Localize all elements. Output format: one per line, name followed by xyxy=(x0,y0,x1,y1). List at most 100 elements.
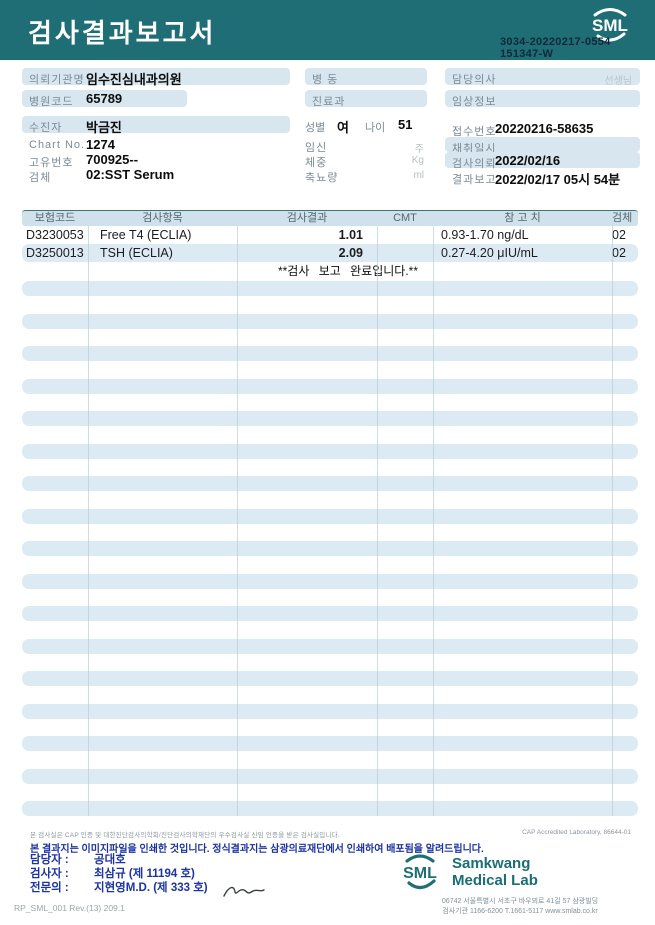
header-reference-range: 참 고 치 xyxy=(504,212,541,224)
field-urine: 축뇨량 ml xyxy=(305,166,427,184)
empty-row xyxy=(22,703,638,719)
lab-logo-row: SML Samkwang Medical Lab xyxy=(392,850,648,894)
empty-table-rows xyxy=(22,281,638,834)
empty-row xyxy=(22,346,638,361)
field-specimen: 검체 02:SST Serum xyxy=(22,166,290,184)
field-background xyxy=(22,68,290,85)
table-row: D3250013 TSH (ECLIA) 2.09 0.27-4.20 μIU/… xyxy=(22,244,638,262)
empty-row xyxy=(22,281,638,296)
empty-row xyxy=(22,736,638,751)
ordering-org-label: 의뢰기관명 xyxy=(29,74,85,86)
empty-row xyxy=(22,476,638,491)
row-code: D3230053 xyxy=(26,228,84,242)
lab-name: Samkwang Medical Lab xyxy=(452,855,538,889)
pregnancy-label: 임신 xyxy=(305,142,328,154)
manager-label: 담당자 : xyxy=(30,854,69,866)
doctor-placeholder: 선생님 xyxy=(604,76,632,87)
column-divider xyxy=(237,226,238,816)
row-code: D3250013 xyxy=(26,246,84,260)
field-hospital-code: 병원코드 65789 xyxy=(22,90,290,108)
serial-line-1: 3034-20220217-0554 xyxy=(500,36,611,48)
empty-row xyxy=(22,573,638,589)
reported-date-label: 결과보고 xyxy=(452,174,497,186)
empty-row xyxy=(22,443,638,459)
empty-row xyxy=(22,671,638,686)
row-result: 2.09 xyxy=(338,246,363,260)
ordering-org-value: 임수진심내과의원 xyxy=(86,72,182,87)
receipt-no-label: 접수번호 xyxy=(452,126,497,138)
field-requested-date: 검사의뢰 2022/02/16 xyxy=(445,152,640,170)
header-insurance-code: 보험코드 xyxy=(34,212,76,224)
department-label: 진료과 xyxy=(312,96,346,108)
sex-label: 성별 xyxy=(305,122,326,134)
examiner-label: 검사자 : xyxy=(30,868,69,880)
specialist-label: 전문의 : xyxy=(30,882,69,894)
weight-unit: Kg xyxy=(411,155,424,166)
header-test-result: 검사결과 xyxy=(286,212,328,224)
field-chart-no: Chart No. 1274 xyxy=(22,136,290,153)
field-collected-at: 채취일시 xyxy=(445,137,640,155)
staff-row-examiner: 검사자 : 최삼규 (제 11194 호) xyxy=(30,867,266,881)
pregnancy-unit: 주 xyxy=(414,144,424,155)
reported-date-value: 2022/02/17 05시 54분 xyxy=(495,172,621,187)
staff-row-manager: 담당자 : 공대호 xyxy=(30,853,266,867)
results-table-header: 보험코드 검사항목 검사결과 CMT 참 고 치 검체 xyxy=(22,210,638,226)
specialist-name: 지현영M.D. (제 333 호) xyxy=(94,882,208,894)
empty-row xyxy=(22,378,638,394)
column-divider xyxy=(88,226,89,816)
requested-date-value: 2022/02/16 xyxy=(495,153,561,168)
lab-name-line1: Samkwang xyxy=(452,855,531,872)
field-receipt-no: 접수번호 20220216-58635 xyxy=(445,120,640,138)
row-test-name: TSH (ECLIA) xyxy=(100,246,173,260)
field-reported-date: 결과보고 2022/02/17 05시 54분 xyxy=(445,168,640,187)
accreditation-text: 본 검사실은 CAP 인증 및 대한진단검사의학회/진단검사의학재단의 우수검사… xyxy=(30,832,340,839)
sml-logo-icon: SML xyxy=(581,3,639,50)
specimen-value: 02:SST Serum xyxy=(86,167,175,182)
info-left-column: 의뢰기관명 임수진심내과의원 병원코드 65789 수진자 박금진 Chart … xyxy=(22,68,290,188)
empty-row xyxy=(22,508,638,524)
header-cmt: CMT xyxy=(393,212,417,224)
row-reference: 0.27-4.20 μIU/mL xyxy=(441,246,538,260)
row-test-name: Free T4 (ECLIA) xyxy=(100,228,192,242)
clinical-info-label: 임상정보 xyxy=(452,96,497,108)
field-doctor: 담당의사 선생님 xyxy=(445,68,640,87)
field-ordering-org: 의뢰기관명 임수진심내과의원 xyxy=(22,68,290,87)
signature-icon xyxy=(222,886,265,897)
empty-row xyxy=(22,411,638,426)
lab-address: 06742 서울특별시 서초구 바우뫼로 41길 57 삼광빌딩 검사기관 11… xyxy=(392,897,648,917)
patient-value: 박금진 xyxy=(86,120,122,135)
field-sex-age: 성별 여 나이 51 xyxy=(305,116,427,135)
urine-label: 축뇨량 xyxy=(305,172,339,184)
lab-identity-block: SML Samkwang Medical Lab 06742 서울특별시 서초구… xyxy=(392,850,648,917)
sml-logo-text: SML xyxy=(592,16,628,35)
ward-label: 병 동 xyxy=(312,74,339,86)
hospital-code-value: 65789 xyxy=(86,91,123,106)
field-ward: 병 동 xyxy=(305,68,427,86)
report-complete-row: **검사 보고 완료입니다.** xyxy=(22,262,638,279)
field-background xyxy=(22,116,290,133)
info-middle-column: 병 동 진료과 성별 여 나이 51 임신 주 체중 Kg 축뇨량 ml xyxy=(305,68,427,188)
doctor-label: 담당의사 xyxy=(452,74,497,86)
row-specimen: 02 xyxy=(612,246,626,260)
empty-row xyxy=(22,638,638,654)
field-background xyxy=(305,68,427,85)
field-uid: 고유번호 700925-- xyxy=(22,151,290,169)
manager-name: 공대호 xyxy=(94,854,126,866)
empty-row xyxy=(22,768,638,784)
info-right-column: 담당의사 선생님 임상정보 접수번호 20220216-58635 채취일시 검… xyxy=(445,68,640,188)
field-department: 진료과 xyxy=(305,90,427,108)
lab-name-line2: Medical Lab xyxy=(452,872,538,889)
staff-row-specialist: 전문의 : 지현영M.D. (제 333 호) xyxy=(30,881,266,899)
report-complete-message: **검사 보고 완료입니다.** xyxy=(277,264,419,278)
field-weight: 체중 Kg xyxy=(305,151,427,169)
empty-row xyxy=(22,541,638,556)
empty-row xyxy=(22,313,638,329)
specimen-label: 검체 xyxy=(29,172,52,184)
receipt-no-value: 20220216-58635 xyxy=(495,121,594,136)
report-serial-numbers: 3034-20220217-0554 151347-W xyxy=(500,36,611,60)
serial-line-2: 151347-W xyxy=(500,48,554,60)
column-divider xyxy=(612,226,613,816)
print-notice-text: 본 결과지는 이미지파일을 인쇄한 것입니다. 정식결과지는 삼광의료재단에서 … xyxy=(30,844,484,855)
field-background xyxy=(22,90,187,107)
